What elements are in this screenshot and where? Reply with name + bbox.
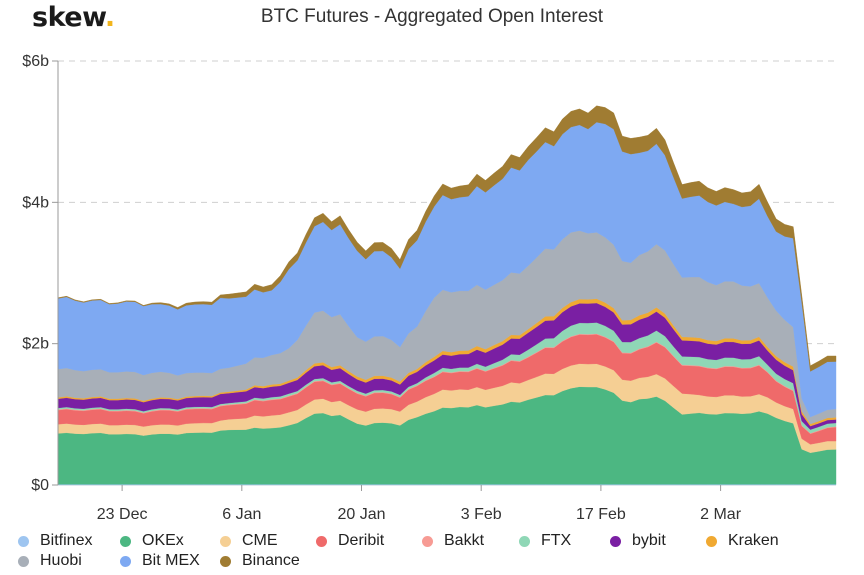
legend-item-bitfinex[interactable]: Bitfinex xyxy=(18,532,92,550)
legend-swatch xyxy=(120,555,131,567)
legend-label: Huobi xyxy=(40,552,82,569)
legend-swatch xyxy=(610,535,621,547)
legend-swatch xyxy=(706,535,717,547)
legend-swatch xyxy=(220,535,231,547)
legend-item-okex[interactable]: OKEx xyxy=(120,532,184,550)
x-tick-label-4: 17 Feb xyxy=(576,506,626,523)
x-tick-label-3: 3 Feb xyxy=(461,506,502,523)
legend-item-bakkt[interactable]: Bakkt xyxy=(422,532,484,550)
area-binance xyxy=(57,105,837,372)
legend-swatch xyxy=(422,535,433,547)
x-tick-label-2: 20 Jan xyxy=(337,506,385,523)
legend-label: CME xyxy=(242,532,278,549)
logo-dot: . xyxy=(104,2,115,33)
legend-item-bit-mex[interactable]: Bit MEX xyxy=(120,552,200,570)
y-axis: $0 $2b $4b $6b xyxy=(22,53,59,494)
legend-swatch xyxy=(18,535,29,547)
legend-swatch xyxy=(519,535,530,547)
legend-item-ftx[interactable]: FTX xyxy=(519,532,571,550)
legend-label: Bit MEX xyxy=(142,552,200,569)
legend-item-cme[interactable]: CME xyxy=(220,532,278,550)
legend-label: Kraken xyxy=(728,532,779,549)
legend-swatch xyxy=(316,535,327,547)
legend-label: Binance xyxy=(242,552,300,569)
legend-label: Bakkt xyxy=(444,532,485,549)
chart-title: BTC Futures - Aggregated Open Interest xyxy=(260,6,604,27)
y-tick-label-1: $2b xyxy=(22,336,49,353)
legend-label: bybit xyxy=(632,532,666,549)
legend-label: OKEx xyxy=(142,532,184,549)
x-tick-label-1: 6 Jan xyxy=(222,506,261,523)
legend-swatch xyxy=(120,535,131,547)
legend-label: Deribit xyxy=(338,532,385,549)
legend-item-binance[interactable]: Binance xyxy=(220,552,300,570)
x-tick-label-0: 23 Dec xyxy=(97,506,148,523)
stacked-areas xyxy=(57,105,837,486)
skew-logo: skew. xyxy=(32,2,115,33)
y-tick-label-2: $4b xyxy=(22,194,49,211)
y-tick-label-3: $6b xyxy=(22,53,49,70)
x-axis: 23 Dec 6 Jan 20 Jan 3 Feb 17 Feb 2 Mar xyxy=(97,485,742,523)
x-tick-label-5: 2 Mar xyxy=(700,506,742,523)
y-tick-label-0: $0 xyxy=(31,477,49,494)
legend-label: FTX xyxy=(541,532,572,549)
logo-text: skew xyxy=(32,2,105,33)
legend-swatch xyxy=(18,555,29,567)
legend-label: Bitfinex xyxy=(40,532,93,549)
legend-item-kraken[interactable]: Kraken xyxy=(706,532,779,550)
legend-item-bybit[interactable]: bybit xyxy=(610,532,666,550)
legend-item-deribit[interactable]: Deribit xyxy=(316,532,384,550)
legend-swatch xyxy=(220,555,231,567)
legend-item-huobi[interactable]: Huobi xyxy=(18,552,82,570)
